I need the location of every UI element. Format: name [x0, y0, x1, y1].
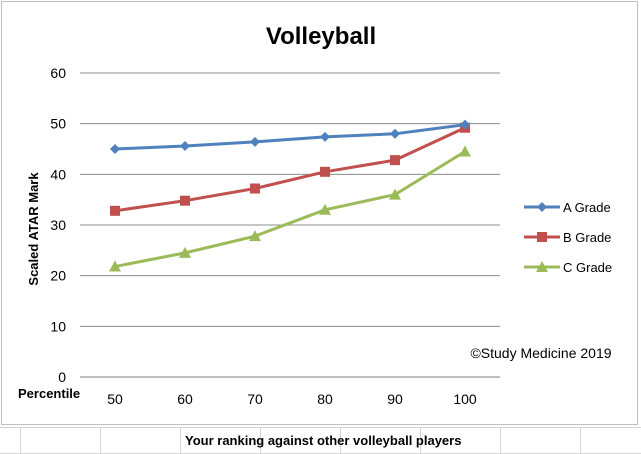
- data-point: [250, 136, 260, 147]
- y-tick-label: 40: [50, 166, 66, 182]
- y-tick-label: 10: [50, 318, 66, 334]
- spreadsheet-column-line: [180, 427, 181, 454]
- y-tick-label: 50: [50, 116, 66, 132]
- y-tick-label: 0: [58, 369, 66, 385]
- spreadsheet-column-line: [500, 427, 501, 454]
- legend-marker: [537, 202, 547, 212]
- x-tick-label: 50: [107, 391, 123, 407]
- y-tick-label: 60: [50, 65, 66, 81]
- y-tick-label: 20: [50, 268, 66, 284]
- y-tick-labels: 0 10 20 30 40 50 60: [50, 65, 66, 385]
- x-axis-title: Your ranking against other volleyball pl…: [185, 433, 462, 448]
- data-point: [249, 230, 261, 242]
- legend-marker: [537, 232, 547, 242]
- data-point: [459, 145, 471, 157]
- gridlines: [80, 72, 500, 378]
- series-line: [114, 126, 466, 213]
- x-tick-label: 100: [453, 391, 477, 407]
- legend-item[interactable]: B Grade: [524, 230, 611, 245]
- copyright-annotation: ©Study Medicine 2019: [470, 345, 611, 361]
- data-point: [180, 140, 190, 151]
- series-layer: [109, 119, 471, 272]
- x-tick-label: 80: [317, 391, 333, 407]
- legend-item[interactable]: A Grade: [524, 200, 611, 215]
- x-tick-label: 60: [177, 391, 193, 407]
- y-tick-label: 30: [50, 217, 66, 233]
- data-point: [109, 260, 121, 272]
- data-point: [179, 246, 191, 258]
- data-point: [460, 119, 470, 130]
- data-point: [250, 183, 260, 194]
- legend[interactable]: A Grade B Grade C Grade: [524, 200, 612, 275]
- legend-marker: [536, 261, 548, 272]
- data-point: [319, 203, 331, 215]
- spreadsheet-column-line: [100, 427, 101, 454]
- legend-label: A Grade: [563, 200, 611, 215]
- chart-title: Volleyball: [266, 23, 376, 50]
- data-point: [389, 188, 401, 200]
- data-point: [390, 128, 400, 139]
- data-point: [390, 155, 400, 166]
- legend-label: C Grade: [563, 260, 612, 275]
- data-point: [180, 195, 190, 206]
- spreadsheet-column-line: [420, 427, 421, 454]
- series-b-grade: [110, 122, 470, 216]
- spreadsheet-column-line: [580, 427, 581, 454]
- spreadsheet-column-line: [260, 427, 261, 454]
- data-point: [110, 144, 120, 154]
- percentile-label: Percentile: [18, 386, 80, 401]
- series-c-grade: [109, 145, 471, 272]
- line-chart: Volleyball 0 10 20 30 40 50 60 50 60 70 80 90 100 P…: [18, 23, 612, 407]
- data-point: [110, 205, 120, 216]
- x-tick-label: 90: [387, 391, 403, 407]
- series-line: [114, 123, 466, 151]
- y-axis-title: Scaled ATAR Mark: [26, 172, 41, 286]
- legend-label: B Grade: [563, 230, 611, 245]
- x-tick-labels: 50 60 70 80 90 100: [107, 391, 477, 407]
- series-a-grade: [110, 119, 470, 154]
- x-tick-label: 70: [247, 391, 263, 407]
- data-point: [320, 131, 330, 142]
- legend-item[interactable]: C Grade: [524, 260, 612, 275]
- spreadsheet-column-line: [20, 427, 21, 454]
- data-point: [320, 166, 330, 177]
- series-line: [114, 150, 466, 269]
- spreadsheet-column-line: [340, 427, 341, 454]
